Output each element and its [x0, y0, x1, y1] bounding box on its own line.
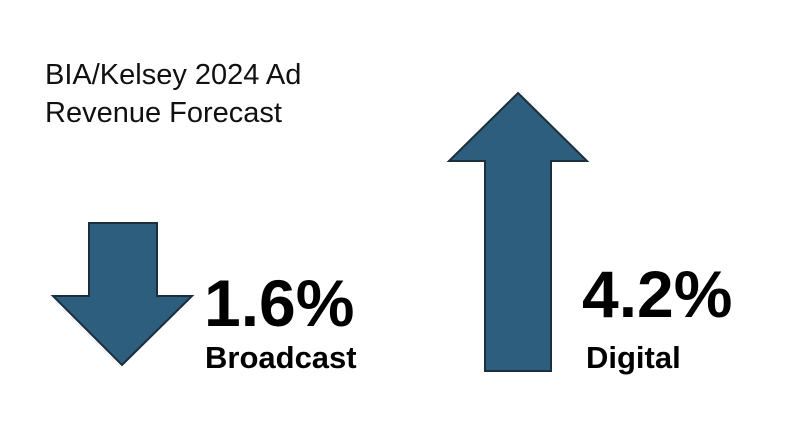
broadcast-label: Broadcast	[205, 340, 357, 375]
up-arrow	[446, 91, 590, 372]
title: BIA/Kelsey 2024 Ad Revenue Forecast	[45, 59, 302, 129]
broadcast-value: 1.6%	[204, 266, 354, 340]
digital-label: Digital	[586, 340, 681, 375]
digital-value: 4.2%	[582, 257, 732, 331]
down-arrow	[50, 222, 195, 367]
